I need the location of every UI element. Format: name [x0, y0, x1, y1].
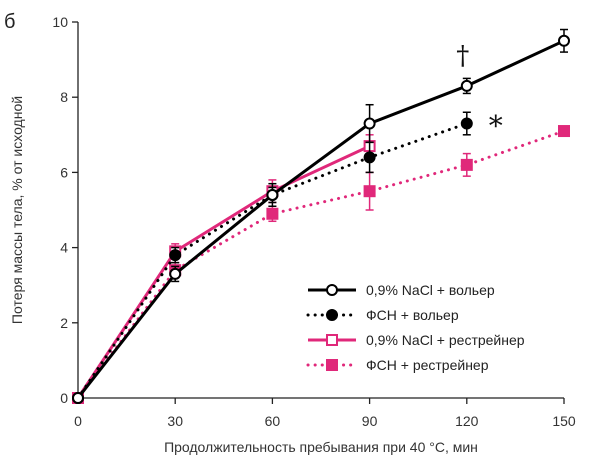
x-ticks: 0 30 60 90 120 150	[74, 398, 576, 429]
legend-label: ФСН + рестрейнер	[366, 357, 489, 373]
y-axis-label: Потеря массы тела, % от исходной	[9, 96, 25, 324]
legend-item: ФСН + вольер	[306, 307, 459, 323]
data-point	[363, 117, 376, 130]
data-point	[266, 207, 279, 220]
legend-marker	[326, 284, 338, 296]
series-line	[76, 122, 469, 400]
legend-item: 0,9% NaCl + вольер	[308, 282, 495, 298]
legend-label: ФСН + вольер	[366, 307, 459, 323]
x-tick-label: 60	[265, 413, 281, 429]
y-tick-label: 0	[60, 390, 68, 406]
x-tick-label: 120	[455, 413, 479, 429]
legend-marker	[326, 359, 338, 371]
data-point	[363, 151, 376, 164]
y-ticks: 0 2 4 6 8 10	[52, 14, 78, 406]
panel-label: б	[4, 11, 15, 33]
data-point	[460, 117, 473, 130]
legend-item: ФСН + рестрейнер	[306, 357, 489, 373]
x-tick-label: 150	[552, 413, 576, 429]
x-tick-label: 0	[74, 413, 82, 429]
data-point	[558, 125, 570, 138]
x-tick-label: 30	[167, 413, 183, 429]
series-line	[76, 129, 566, 400]
legend-marker	[326, 334, 338, 346]
data-point	[72, 392, 84, 404]
series-line	[76, 144, 371, 399]
y-tick-label: 2	[60, 315, 68, 331]
x-tick-label: 90	[362, 413, 378, 429]
y-tick-label: 8	[60, 89, 68, 105]
data-point	[169, 267, 182, 280]
annotations: †*	[456, 41, 503, 143]
y-tick-label: 10	[52, 14, 68, 30]
legend-label: 0,9% NaCl + вольер	[366, 282, 495, 298]
legend-item: 0,9% NaCl + рестрейнер	[308, 332, 525, 348]
legend-label: 0,9% NaCl + рестрейнер	[366, 332, 525, 348]
data-point	[169, 249, 182, 262]
x-axis-label: Продолжительность пребывания при 40 °C, …	[164, 439, 478, 455]
legend-marker	[326, 309, 338, 321]
plot-series	[72, 28, 570, 404]
y-tick-label: 4	[60, 240, 68, 256]
series-line	[76, 39, 565, 399]
data-point	[363, 185, 376, 198]
significance-asterisk: *	[489, 110, 503, 143]
data-point	[460, 158, 473, 171]
data-point	[266, 188, 279, 201]
data-point	[460, 79, 473, 92]
series-1	[72, 28, 570, 404]
legend: 0,9% NaCl + вольер ФСН + вольер 0,9% NaCl …	[306, 282, 525, 373]
y-tick-label: 6	[60, 164, 68, 180]
x-axis: 0 30 60 90 120 150	[74, 397, 576, 429]
y-axis: 0 2 4 6 8 10	[52, 14, 79, 406]
data-point	[558, 34, 570, 47]
significance-dagger: †	[456, 41, 469, 71]
